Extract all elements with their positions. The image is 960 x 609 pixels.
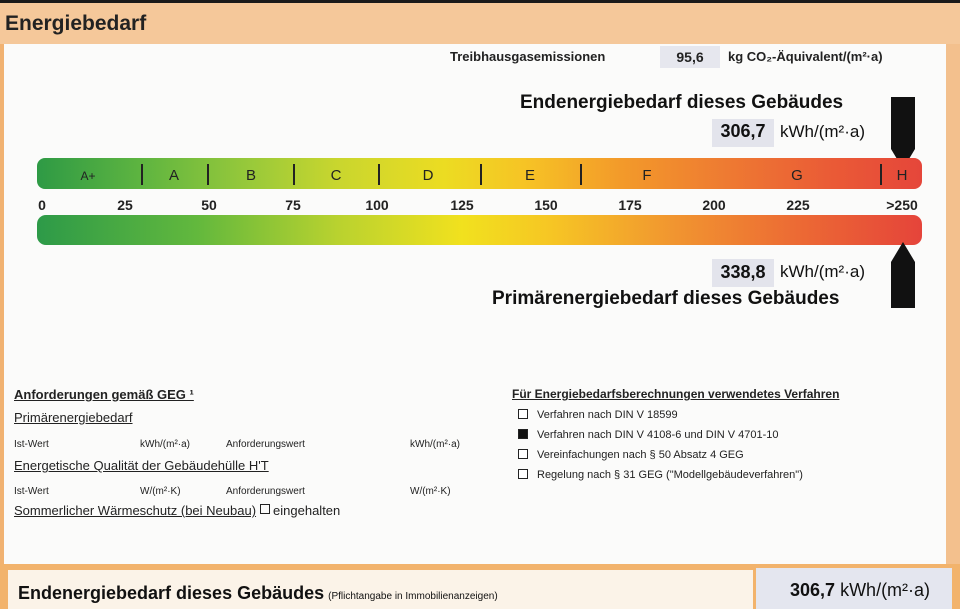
requirements-title: Anforderungen gemäß GEG ¹: [14, 387, 194, 402]
requirements-envelope-label: Energetische Qualität der Gebäudehülle H…: [14, 458, 269, 473]
scale-tick-5: 125: [450, 197, 474, 213]
class-label-4: D: [422, 167, 434, 184]
endenergie-value: 306,7: [720, 121, 766, 141]
anforderungswert-envelope-unit: W/(m²·K): [410, 486, 451, 497]
ist-wert-primary-unit: kWh/(m²·a): [140, 439, 190, 450]
ist-wert-envelope: Ist-Wert: [14, 486, 49, 497]
scale-tick-7: 175: [618, 197, 642, 213]
footer-value: 306,7 kWh/(m²·a): [790, 580, 930, 601]
scale-tick-0: 0: [38, 197, 46, 213]
endenergie-title: Endenergiebedarf dieses Gebäudes: [520, 92, 844, 113]
scale-tick-8: 200: [702, 197, 726, 213]
page-title: Energiebedarf: [5, 12, 147, 35]
procedure-item: Regelung nach § 31 GEG ("Modellgebäudeve…: [518, 469, 803, 481]
primaerenergie-value-box: [712, 259, 774, 287]
procedure-item: Vereinfachungen nach § 50 Absatz 4 GEG: [518, 449, 744, 461]
class-separator: [141, 164, 143, 185]
procedure-title: Für Energiebedarfsberechnungen verwendet…: [512, 387, 840, 401]
class-separator: [293, 164, 295, 185]
primaerenergie-value: 338,8: [720, 262, 766, 282]
class-label-8: H: [896, 167, 908, 184]
procedure-item-label: Verfahren nach DIN V 18599: [537, 409, 678, 421]
summer-protection-label: Sommerlicher Wärmeschutz (bei Neubau): [14, 503, 257, 518]
scale-tick-6: 150: [534, 197, 558, 213]
endenergie-marker-icon: [891, 97, 915, 169]
class-label-1: A: [168, 167, 180, 184]
footer-label-box: [8, 570, 753, 609]
primaerenergie-unit: kWh/(m²·a): [780, 262, 865, 281]
footer-label: Endenergiebedarf dieses Gebäudes (Pflicht…: [18, 583, 498, 604]
class-separator: [880, 164, 882, 185]
scale-tick-2: 50: [201, 197, 217, 213]
class-label-2: B: [245, 167, 257, 184]
scale-tick-9: 225: [786, 197, 810, 213]
procedure-item-label: Verfahren nach DIN V 4108-6 und DIN V 47…: [537, 429, 779, 441]
primaerenergie-title: Primärenergiebedarf dieses Gebäudes: [492, 288, 840, 309]
footer-note: (Pflichtangabe in Immobilienanzeigen): [328, 591, 498, 602]
procedure-item: Verfahren nach DIN V 4108-6 und DIN V 47…: [518, 429, 779, 441]
class-separator: [378, 164, 380, 185]
footer-value-box: [756, 568, 952, 609]
footer-title: Endenergiebedarf dieses Gebäudes: [18, 583, 325, 603]
unchecked-checkbox-icon: [518, 409, 528, 419]
anforderungswert-primary-unit: kWh/(m²·a): [410, 439, 460, 450]
summer-protection: Sommerlicher Wärmeschutz (bei Neubau) ein…: [14, 503, 340, 518]
footer-value-number: 306,7: [790, 580, 836, 600]
ist-wert-primary: Ist-Wert: [14, 439, 49, 450]
ist-wert-envelope-unit: W/(m²·K): [140, 486, 181, 497]
requirements-primary-label: Primärenergiebedarf: [14, 410, 133, 425]
procedure-item-label: Regelung nach § 31 GEG ("Modellgebäudeve…: [537, 469, 803, 481]
unchecked-checkbox-icon: [518, 449, 528, 459]
class-separator: [580, 164, 582, 185]
scale-tick-10: >250: [886, 197, 918, 213]
scale-tick-3: 75: [285, 197, 301, 213]
endenergie-value-box: [712, 119, 774, 147]
energy-gradient-bar: [37, 215, 922, 245]
ghg-value: 95,6: [660, 46, 720, 68]
right-border: [946, 44, 960, 564]
summer-protection-status: eingehalten: [273, 503, 341, 518]
scale-tick-4: 100: [365, 197, 389, 213]
unchecked-checkbox-icon: [518, 469, 528, 479]
endenergie-unit: kWh/(m²·a): [780, 122, 865, 141]
content-panel: [4, 44, 946, 564]
class-label-0: A+: [80, 169, 96, 183]
efficiency-class-bar: [37, 158, 922, 189]
anforderungswert-primary: Anforderungswert: [226, 439, 305, 450]
procedure-item: Verfahren nach DIN V 18599: [518, 409, 678, 421]
left-border: [0, 44, 4, 564]
summer-protection-checkbox: [260, 504, 271, 514]
procedure-item-label: Vereinfachungen nach § 50 Absatz 4 GEG: [537, 449, 744, 461]
header-band: Energiebedarf: [0, 0, 960, 47]
anforderungswert-envelope: Anforderungswert: [226, 486, 305, 497]
ghg-unit: kg CO₂-Äquivalent/(m²·a): [728, 49, 883, 64]
footer-value-unit: kWh/(m²·a): [840, 580, 931, 600]
scale-tick-1: 25: [117, 197, 133, 213]
checked-checkbox-icon: [518, 429, 528, 439]
class-label-6: F: [642, 167, 652, 184]
class-separator: [207, 164, 209, 185]
class-label-5: E: [524, 167, 536, 184]
ghg-label: Treibhausgasemissionen: [450, 49, 606, 64]
class-label-3: C: [330, 167, 342, 184]
primaerenergie-marker-icon: [891, 242, 915, 308]
class-label-7: G: [791, 167, 803, 184]
class-separator: [480, 164, 482, 185]
